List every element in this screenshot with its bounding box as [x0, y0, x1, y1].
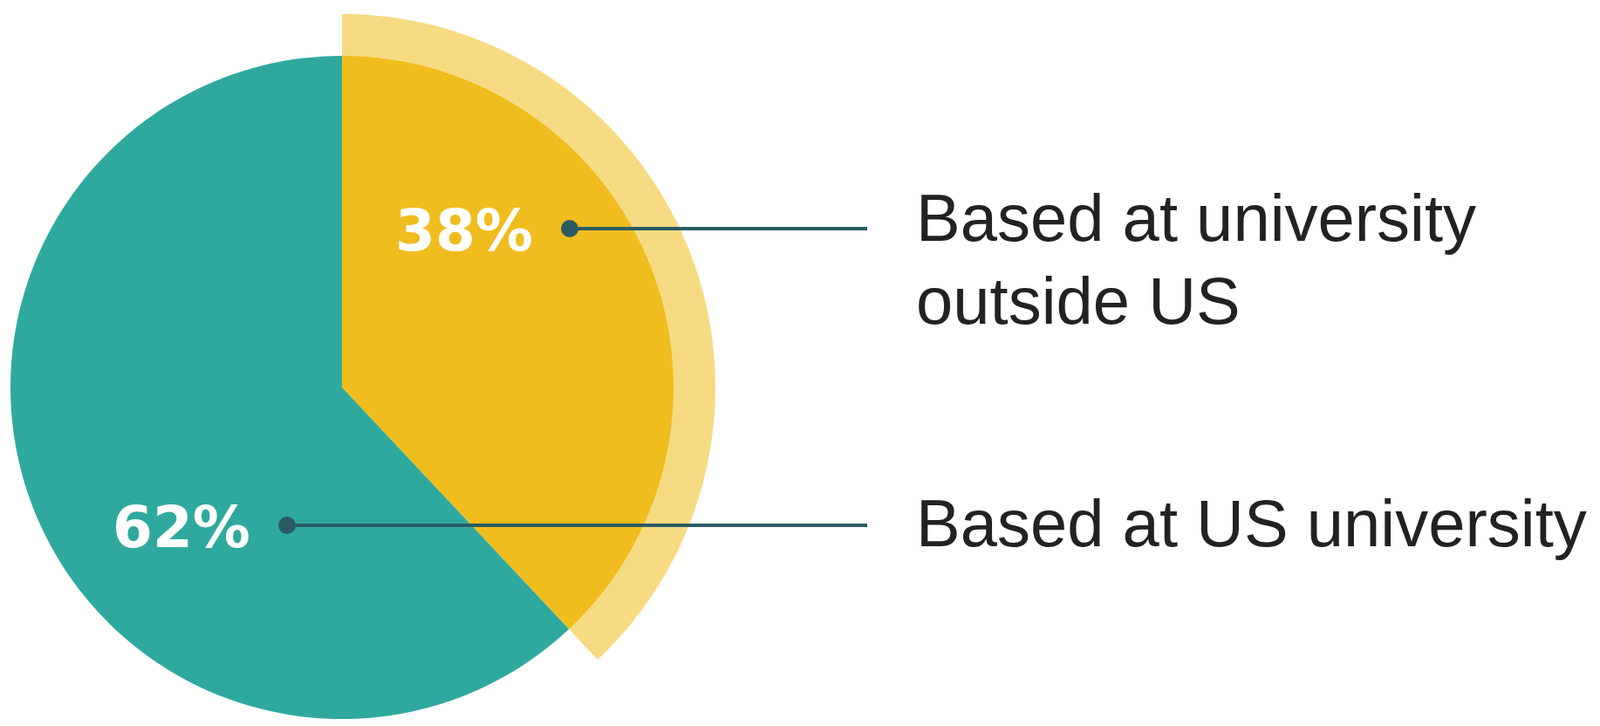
category-line: Based at university	[916, 180, 1477, 255]
leader-line	[569, 226, 868, 231]
leader-dot	[278, 516, 296, 534]
category-line: Based at US university	[916, 485, 1587, 561]
slice	[10, 55, 569, 719]
category-line: outside US	[916, 263, 1241, 338]
leader-dot	[560, 219, 579, 238]
pie	[10, 13, 716, 719]
leader-line	[287, 523, 868, 527]
data-label: 38%	[395, 197, 534, 265]
category-label: Based at university outside US	[916, 180, 1477, 338]
category-label: Based at US university	[916, 485, 1587, 561]
data-label: 62%	[112, 493, 251, 561]
chart: 38% Based at university outside US 62% Based…	[0, 0, 1600, 726]
